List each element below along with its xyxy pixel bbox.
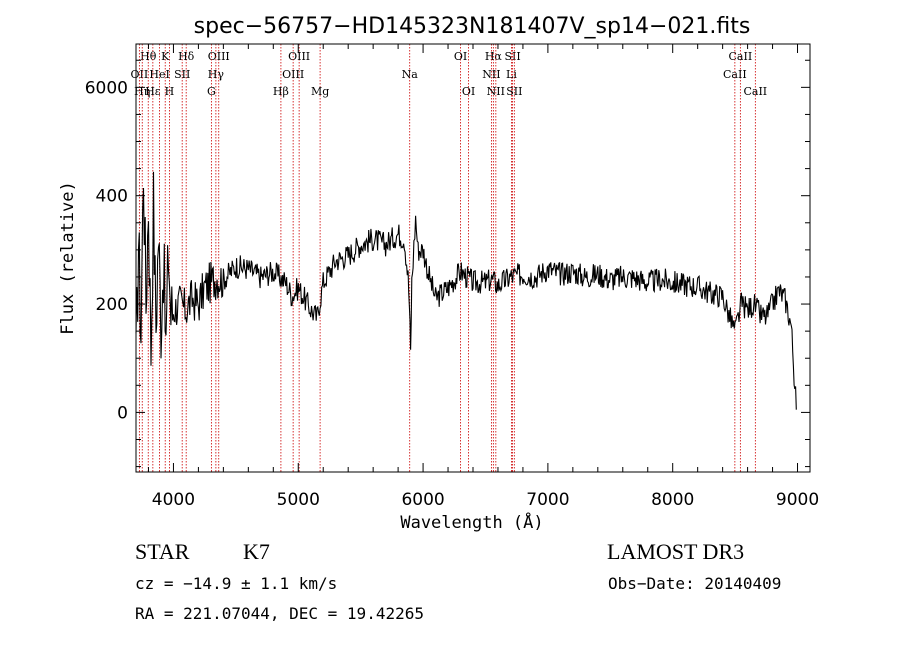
spectral-line-label: Mg (311, 85, 329, 98)
spectral-line-label: Li (506, 68, 517, 81)
spectral-line-label: Hβ (273, 85, 289, 98)
redshift-text: cz = −14.9 ± 1.1 km/s (135, 574, 338, 593)
spectral-line-label: Hγ (208, 68, 225, 81)
x-tick-label: 9000 (776, 490, 819, 510)
spectral-line-label: CaII (743, 85, 767, 98)
y-tick-label: 0 (117, 403, 128, 423)
spectral-line-label: NII (487, 85, 505, 98)
spectral-line-label: K (161, 50, 170, 63)
x-axis-label: Wavelength (Å) (400, 511, 543, 533)
spectral-line-label: G (207, 85, 216, 98)
y-axis-label: Flux (relative) (58, 181, 78, 335)
spectral-line-label: SII (506, 85, 522, 98)
spectral-line-label: OI (454, 50, 467, 63)
x-tick-label: 8000 (651, 490, 694, 510)
spectral-line-label: Hδ (178, 50, 195, 63)
spectral-line-label: H (165, 85, 175, 98)
spectrum-series (135, 171, 797, 410)
spectral-line-label: OIII (288, 50, 310, 63)
spectral-line-label: OI (462, 85, 475, 98)
spectral-line-label: CaII (723, 68, 747, 81)
spectral-line-label: OIII (282, 68, 304, 81)
x-tick-label: 6000 (401, 490, 444, 510)
axis-ticks: 4000 5000 6000 7000 8000 9000 0 200 400 6000 (85, 44, 819, 510)
spectral-line-label: SII (504, 50, 520, 63)
y-tick-label: 6000 (85, 78, 128, 98)
y-tick-label: 200 (96, 295, 128, 315)
spectral-line-label: OII (131, 68, 149, 81)
x-tick-label: 4000 (152, 490, 195, 510)
spectral-line-label: Hα (485, 50, 503, 63)
subclass-label: K7 (243, 539, 270, 564)
object-type-label: STAR (135, 539, 190, 564)
spectral-line-label: SII (174, 68, 190, 81)
y-tick-label: 400 (96, 187, 128, 207)
spectral-line-label: Na (402, 68, 419, 81)
plot-frame (135, 43, 811, 473)
spectral-line-label: OIII (208, 50, 230, 63)
spectral-line-label: Hη (134, 85, 150, 98)
spectral-line-label: CaII (729, 50, 753, 63)
coordinates-text: RA = 221.07044, DEC = 19.42265 (135, 604, 424, 623)
spectral-line-label: Hε (145, 85, 161, 98)
spectral-line-label: NII (482, 68, 500, 81)
survey-label: LAMOST DR3 (607, 539, 745, 564)
x-tick-label: 5000 (277, 490, 320, 510)
obs-date-text: Obs−Date: 20140409 (608, 574, 782, 593)
x-tick-label: 7000 (526, 490, 569, 510)
spectral-line-label: HeI (149, 68, 169, 81)
chart-title: spec−56757−HD145323N181407V_sp14−021.fit… (194, 14, 751, 39)
